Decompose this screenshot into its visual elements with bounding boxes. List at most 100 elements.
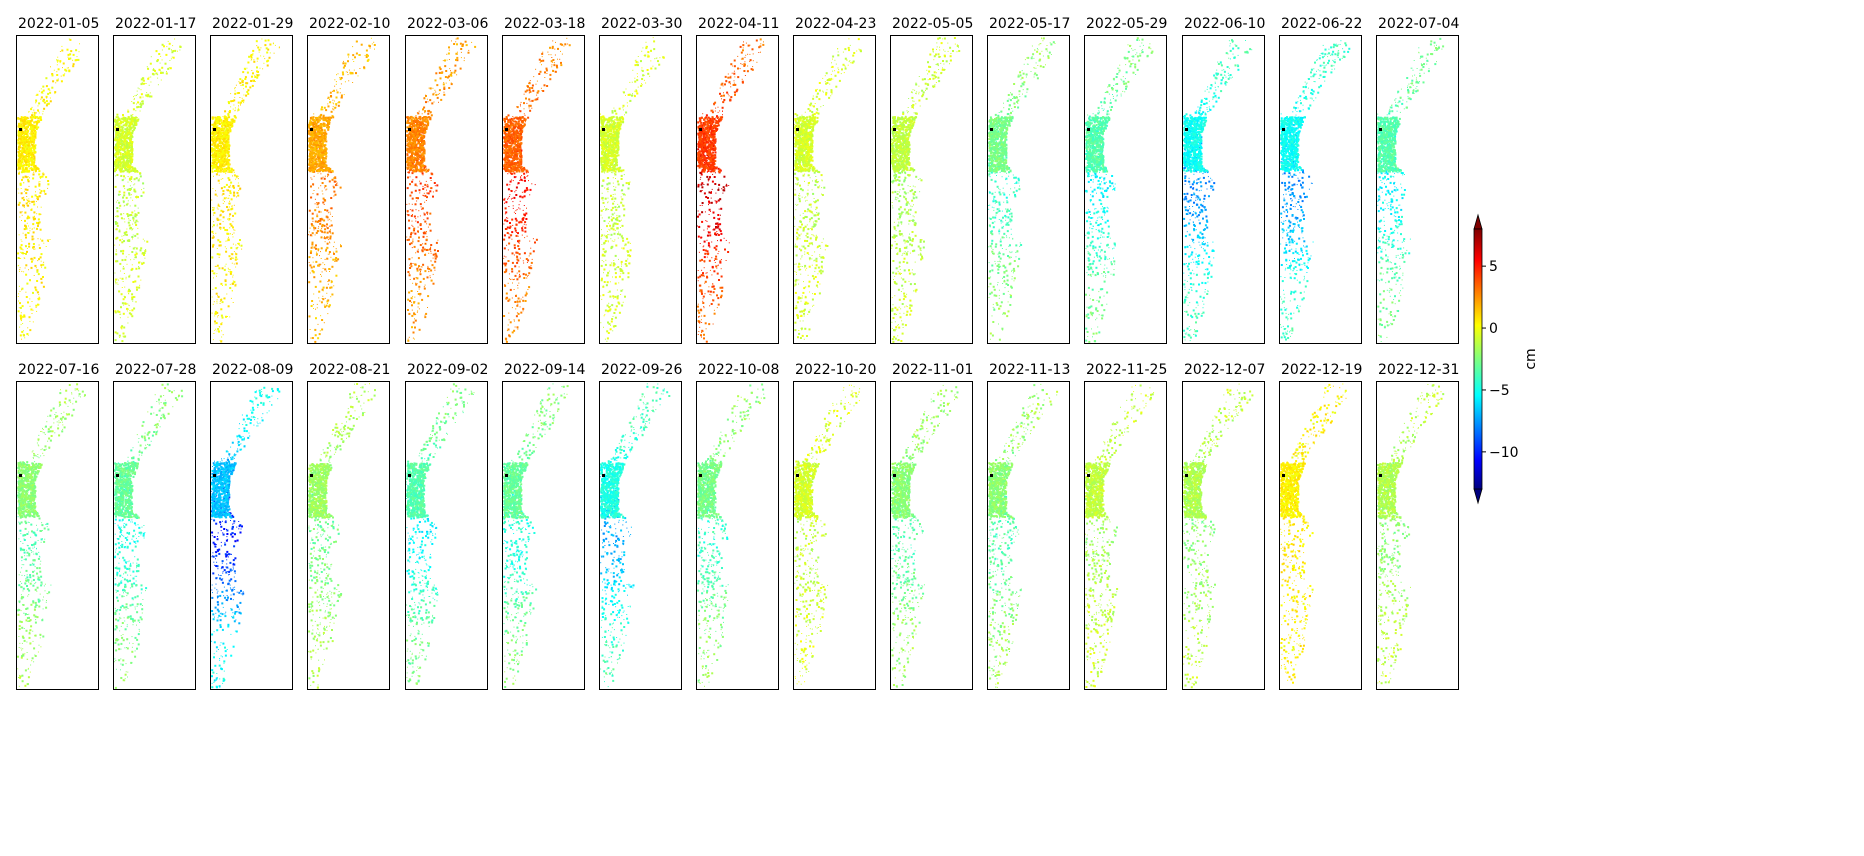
deformation-point [65,70,67,72]
deformation-point [213,244,214,245]
deformation-point [229,201,230,202]
deformation-point [321,319,322,320]
deformation-point [217,265,219,267]
deformation-point [266,52,268,54]
deformation-point [228,198,229,199]
deformation-point [219,142,221,144]
deformation-point [118,194,120,196]
deformation-point [36,267,37,268]
deformation-point [115,282,116,283]
deformation-point [129,305,130,306]
deformation-point [18,138,20,140]
deformation-point [119,122,121,124]
deformation-point [266,47,268,49]
deformation-point [230,123,232,125]
deformation-point [127,264,128,265]
deformation-point [129,224,131,226]
deformation-point [34,218,36,220]
deformation-point [25,274,27,276]
deformation-point [177,51,178,52]
deformation-point [228,305,230,307]
deformation-point [42,113,43,114]
deformation-point [318,226,319,227]
deformation-point [126,151,128,153]
deformation-point [18,204,20,206]
deformation-point [26,151,28,153]
deformation-point [23,233,24,234]
deformation-point [219,127,221,129]
deformation-point [124,136,126,138]
deformation-point [131,153,133,155]
deformation-point [251,70,252,71]
deformation-point [234,264,235,265]
deformation-point [115,311,117,313]
deformation-point [213,221,214,222]
deformation-point [242,98,243,99]
deformation-point [24,164,26,166]
deformation-point [29,186,30,187]
deformation-point [230,182,232,184]
deformation-point [35,249,36,250]
deformation-point [226,197,227,198]
deformation-point [324,225,326,227]
deformation-point [57,62,58,63]
deformation-point [129,254,130,255]
deformation-point [115,281,116,282]
deformation-point [334,79,335,80]
deformation-point [215,167,217,169]
deformation-point [40,214,41,215]
deformation-point [215,329,216,330]
deformation-point [217,253,219,255]
deformation-point [242,79,243,80]
deformation-point [150,82,151,83]
deformation-point [234,172,235,173]
deformation-point [160,72,162,74]
deformation-point [320,173,321,174]
deformation-point [322,296,323,297]
deformation-point [221,337,222,338]
deformation-point [172,57,173,58]
deformation-point [19,172,20,173]
deformation-point [234,191,235,192]
deformation-point [220,244,222,246]
deformation-point [138,88,139,89]
deformation-point [23,170,25,172]
deformation-point [18,193,19,194]
deformation-point [228,167,230,169]
deformation-point [174,50,176,52]
deformation-point [121,327,123,329]
deformation-point [321,276,322,277]
deformation-point [40,256,42,258]
deformation-point [36,213,37,214]
deformation-point [220,303,221,304]
deformation-point [311,300,313,302]
deformation-point [131,136,133,138]
deformation-point [27,216,29,218]
deformation-point [117,200,118,201]
deformation-point [310,252,312,254]
deformation-point [124,139,126,141]
deformation-point [213,224,215,226]
deformation-point [227,234,228,235]
deformation-point [117,137,119,139]
deformation-point [219,223,221,225]
deformation-point [123,333,125,335]
deformation-point [218,331,220,333]
deformation-point [370,48,371,49]
deformation-point [225,173,226,174]
deformation-point [17,118,19,120]
deformation-point [132,224,133,225]
deformation-point [131,144,133,146]
deformation-point [44,267,46,269]
deformation-point [26,141,28,143]
deformation-point [127,323,128,324]
deformation-point [128,309,129,310]
deformation-point [120,131,121,132]
deformation-point [321,212,322,213]
deformation-point [173,57,175,59]
deformation-point [231,298,232,299]
deformation-point [21,171,23,173]
deformation-point [134,167,136,169]
deformation-point [131,146,133,148]
deformation-point [231,198,233,200]
